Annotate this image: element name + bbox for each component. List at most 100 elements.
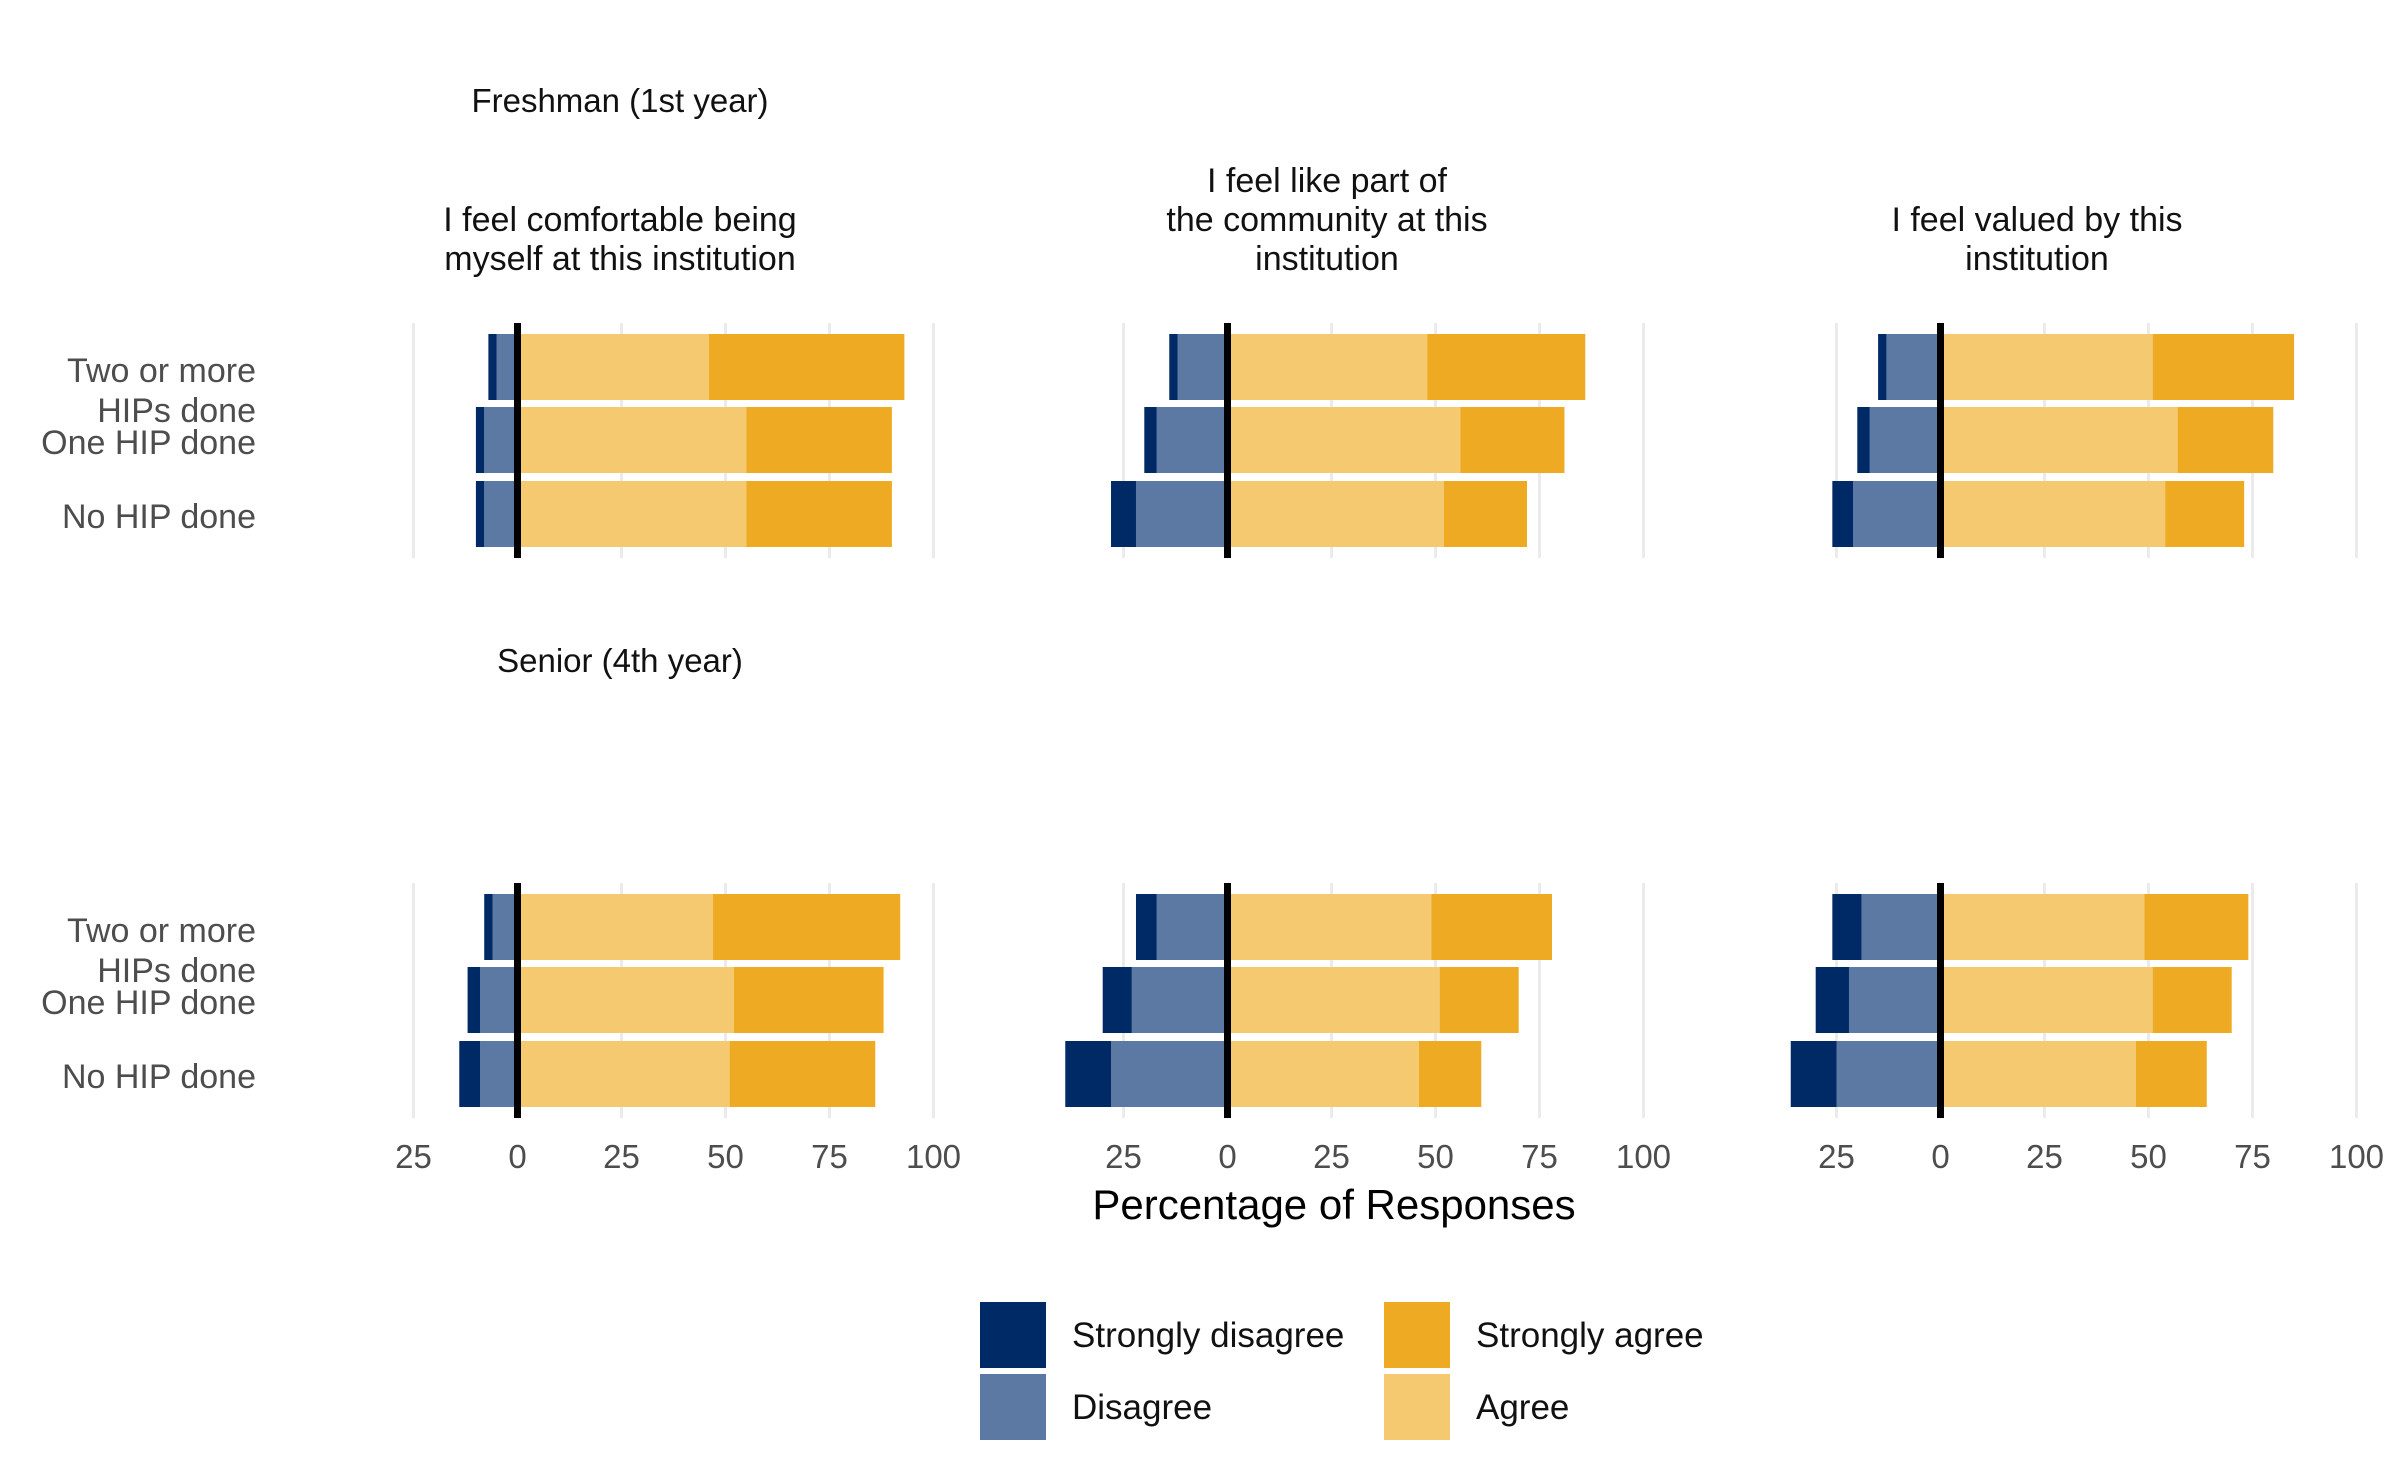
bar-segment-disagree xyxy=(1177,334,1228,400)
bar-segment-strongly-agree xyxy=(746,407,892,473)
bar-segment-disagree xyxy=(480,967,518,1033)
bar-segment-disagree xyxy=(496,334,518,400)
x-tick-label: 25 xyxy=(603,1138,640,1175)
bar-segment-strongly-disagree xyxy=(1065,1041,1112,1107)
category-label: Two or more xyxy=(67,912,256,950)
bar-segment-agree xyxy=(517,894,714,960)
bar-segment-strongly-agree xyxy=(1431,894,1552,960)
bar-segment-agree xyxy=(517,967,734,1033)
bar-segment-strongly-disagree xyxy=(1102,967,1132,1033)
category-label: No HIP done xyxy=(62,1058,256,1096)
bar-segment-strongly-disagree xyxy=(1878,334,1887,400)
x-tick-label: 75 xyxy=(811,1138,848,1175)
x-axis-title: Percentage of Responses xyxy=(1092,1181,1575,1228)
legend-label-disagree: Disagree xyxy=(1072,1388,1212,1427)
x-tick-label: 25 xyxy=(1818,1138,1855,1175)
panel-title: I feel like part of xyxy=(1207,162,1448,200)
legend-label-strongly-agree: Strongly agree xyxy=(1476,1316,1704,1355)
bar-segment-strongly-agree xyxy=(1418,1041,1482,1107)
category-label: HIPs done xyxy=(97,392,256,430)
bar-segment-agree xyxy=(1227,894,1432,960)
x-tick-label: 100 xyxy=(906,1138,961,1175)
bar-segment-strongly-agree xyxy=(2177,407,2274,473)
bar-segment-agree xyxy=(1227,1041,1419,1107)
bar-segment-agree xyxy=(1940,1041,2137,1107)
bar-segment-strongly-disagree xyxy=(1111,481,1136,547)
bar-segment-strongly-agree xyxy=(1427,334,1586,400)
category-label: Two or more xyxy=(67,352,256,390)
x-tick-label: 25 xyxy=(395,1138,432,1175)
panel-title: the community at this xyxy=(1166,201,1487,239)
bar-segment-agree xyxy=(517,481,747,547)
bar-segment-strongly-disagree xyxy=(475,481,485,547)
bar-segment-strongly-agree xyxy=(2152,334,2295,400)
bar-segment-disagree xyxy=(1869,407,1941,473)
bar-segment-strongly-agree xyxy=(746,481,892,547)
bar-segment-strongly-agree xyxy=(2165,481,2245,547)
x-tick-label: 100 xyxy=(2329,1138,2384,1175)
bar-segment-agree xyxy=(1940,407,2178,473)
bar-segment-disagree xyxy=(1861,894,1941,960)
panel-1-1 xyxy=(412,323,935,558)
panel-title: I feel valued by this xyxy=(1891,201,2182,239)
x-tick-label: 25 xyxy=(1313,1138,1350,1175)
panel-1-3 xyxy=(1832,323,2358,558)
legend-swatch-agree xyxy=(1384,1374,1450,1440)
panel-1-2 xyxy=(1111,323,1645,558)
x-tick-label: 75 xyxy=(2234,1138,2271,1175)
bar-segment-disagree xyxy=(492,894,518,960)
bar-segment-strongly-agree xyxy=(713,894,901,960)
bar-segment-strongly-agree xyxy=(729,1041,876,1107)
bar-segment-strongly-disagree xyxy=(1144,407,1157,473)
bar-segment-strongly-disagree xyxy=(488,334,497,400)
bar-segment-disagree xyxy=(1135,481,1228,547)
bar-segment-disagree xyxy=(1156,407,1228,473)
legend-label-agree: Agree xyxy=(1476,1388,1569,1427)
x-tick-label: 50 xyxy=(707,1138,744,1175)
category-label: One HIP done xyxy=(41,424,256,462)
legend-swatch-strongly-agree xyxy=(1384,1302,1450,1368)
x-tick-label: 0 xyxy=(508,1138,526,1175)
bar-segment-agree xyxy=(1940,894,2145,960)
bar-segment-strongly-disagree xyxy=(1135,894,1157,960)
panel-title: myself at this institution xyxy=(444,240,795,278)
panel-2-1: 25 0 25 50 75 100 xyxy=(395,883,961,1175)
bar-segment-strongly-disagree xyxy=(1857,407,1870,473)
row-title: Senior (4th year) xyxy=(497,642,743,679)
bar-segment-strongly-disagree xyxy=(459,1041,481,1107)
bar-segment-agree xyxy=(1227,407,1461,473)
category-label: HIPs done xyxy=(97,952,256,990)
x-tick-label: 75 xyxy=(1521,1138,1558,1175)
bar-segment-strongly-disagree xyxy=(475,407,485,473)
bar-segment-strongly-agree xyxy=(2152,967,2232,1033)
bar-segment-agree xyxy=(1227,967,1440,1033)
bar-segment-strongly-agree xyxy=(1439,967,1519,1033)
bar-segment-disagree xyxy=(484,481,518,547)
x-tick-label: 0 xyxy=(1218,1138,1236,1175)
x-tick-label: 50 xyxy=(1417,1138,1454,1175)
bar-segment-agree xyxy=(517,1041,730,1107)
category-label: No HIP done xyxy=(62,498,256,536)
bar-segment-agree xyxy=(517,334,709,400)
bar-segment-strongly-agree xyxy=(2136,1041,2207,1107)
bar-segment-agree xyxy=(1940,967,2153,1033)
bar-segment-strongly-disagree xyxy=(1832,894,1862,960)
x-tick-label: 50 xyxy=(2130,1138,2167,1175)
bar-segment-agree xyxy=(1940,481,2166,547)
bar-segment-strongly-agree xyxy=(708,334,905,400)
x-tick-label: 0 xyxy=(1931,1138,1949,1175)
bar-segment-disagree xyxy=(480,1041,518,1107)
x-tick-label: 25 xyxy=(1105,1138,1142,1175)
bar-segment-disagree xyxy=(1848,967,1941,1033)
row-title: Freshman (1st year) xyxy=(471,82,768,119)
bar-segment-strongly-disagree xyxy=(467,967,481,1033)
panel-title: institution xyxy=(1255,240,1399,278)
bar-segment-strongly-disagree xyxy=(1169,334,1178,400)
legend: Strongly disagree Disagree Strongly agree A… xyxy=(980,1302,1704,1440)
legend-label-strongly-disagree: Strongly disagree xyxy=(1072,1316,1344,1355)
bar-segment-disagree xyxy=(1131,967,1228,1033)
bar-segment-agree xyxy=(1227,481,1444,547)
panel-title: I feel comfortable being xyxy=(443,201,796,239)
bar-segment-agree xyxy=(1227,334,1428,400)
